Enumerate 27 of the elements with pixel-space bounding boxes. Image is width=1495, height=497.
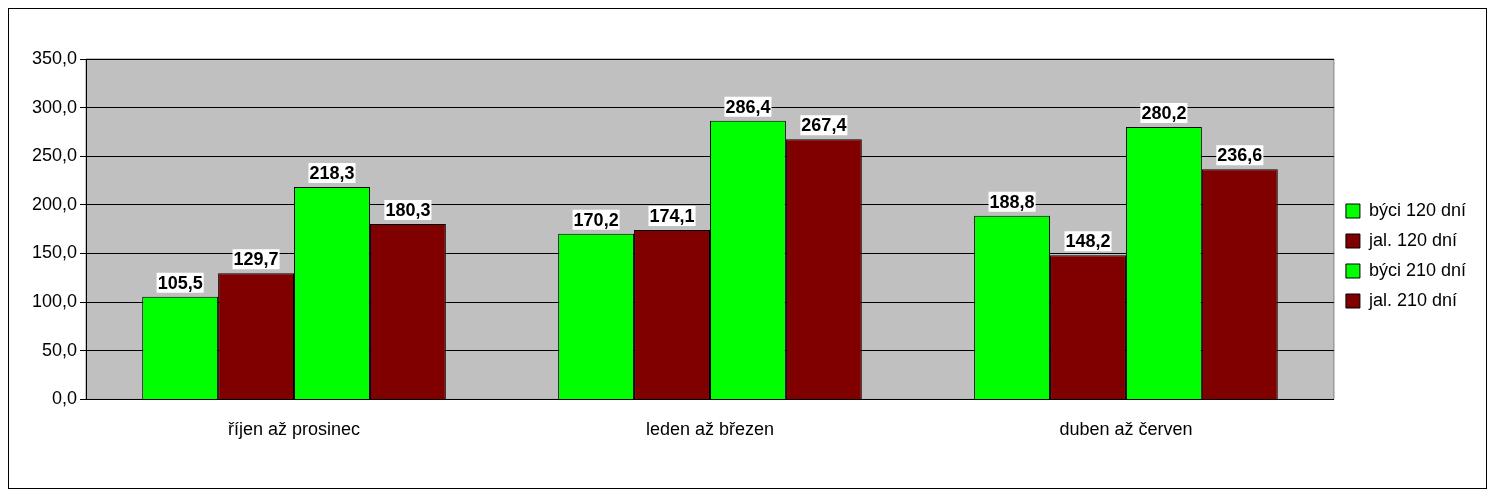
y-tick-label: 0,0 — [52, 388, 78, 409]
data-label: 148,2 — [1065, 231, 1111, 252]
data-label: 170,2 — [573, 209, 619, 230]
y-tick-label: 350,0 — [32, 47, 78, 68]
y-tick-label: 250,0 — [32, 145, 78, 166]
data-label: 267,4 — [801, 115, 847, 136]
x-tick-label: leden až březen — [645, 419, 775, 440]
legend-label: jal. 210 dní — [1367, 289, 1458, 310]
x-tick-label: říjen až prosinec — [227, 419, 361, 440]
data-label: 286,4 — [725, 96, 771, 117]
x-tick-label: duben až červen — [1059, 419, 1193, 440]
y-tick-label: 200,0 — [32, 193, 78, 214]
data-label: 180,3 — [385, 200, 431, 221]
data-label: 105,5 — [157, 272, 203, 293]
data-label: 218,3 — [309, 163, 355, 184]
data-label: 188,8 — [989, 191, 1035, 212]
y-tick-label: 50,0 — [42, 339, 78, 360]
legend-label: býci 210 dní — [1368, 259, 1467, 280]
data-label: 236,6 — [1217, 145, 1263, 166]
y-tick-label: 300,0 — [32, 96, 78, 117]
data-label: 129,7 — [233, 249, 279, 270]
y-tick-label: 150,0 — [32, 242, 78, 263]
y-tick-label: 100,0 — [32, 291, 78, 312]
data-label: 280,2 — [1141, 102, 1187, 123]
data-label: 174,1 — [649, 206, 695, 227]
legend-label: býci 120 dní — [1368, 199, 1467, 220]
legend-label: jal. 120 dní — [1367, 229, 1458, 250]
